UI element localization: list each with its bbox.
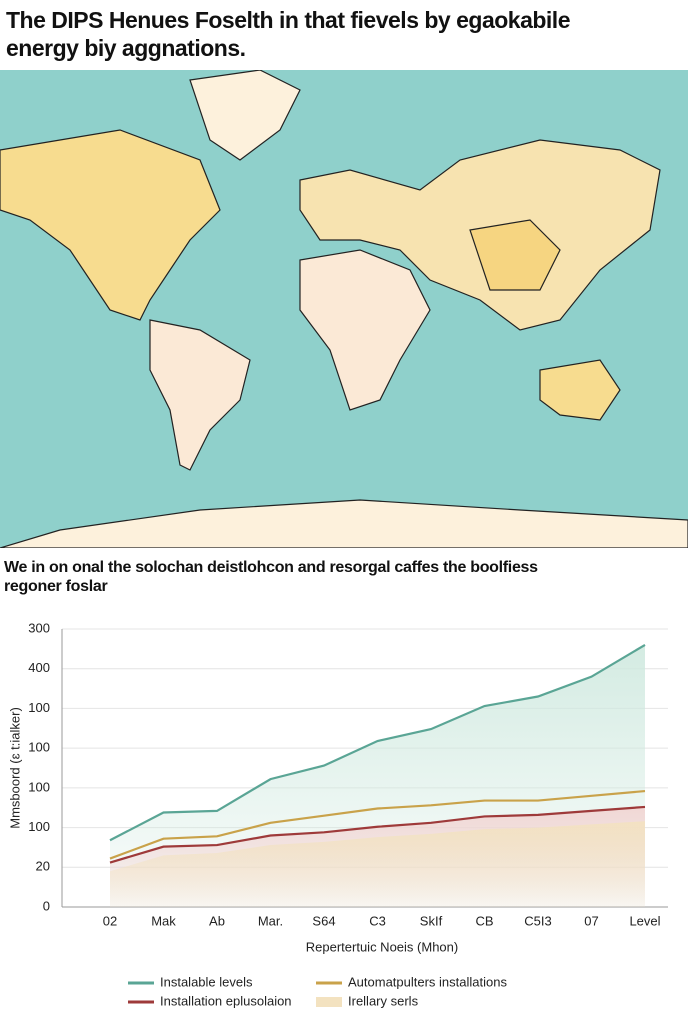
title-line: energy biy aggnations. [6, 35, 246, 61]
greenland [189, 70, 301, 161]
china [469, 219, 561, 291]
page-title: The DIPS Henues Foselth in that fievels … [6, 6, 686, 62]
legend-label: Irellary serls [348, 993, 419, 1008]
y-axis-title: Mmsboord (ɛ t:ialker) [7, 707, 22, 829]
subtitle-line: We in on onal the solochan deistlohcon a… [4, 559, 538, 576]
y-tick-label: 100 [28, 819, 50, 834]
legend-label: Installation eplusolaion [160, 993, 292, 1008]
x-tick-label: SkIf [420, 913, 443, 928]
world-map [0, 70, 688, 548]
chart-subtitle: We in on onal the solochan deistlohcon a… [4, 558, 684, 596]
legend-label: Automatpulters installations [348, 974, 507, 989]
antarctica [0, 499, 688, 548]
y-tick-label: 400 [28, 660, 50, 675]
x-tick-label: C3 [369, 913, 386, 928]
series-area [110, 821, 645, 907]
line-chart: 0 20 100 100 100 100 400 300 02 Mak Ab Mar. S64 C3 SkI… [7, 620, 668, 1008]
legend-swatch [316, 997, 342, 1007]
y-tick-label: 300 [28, 620, 50, 635]
y-tick-label: 0 [43, 898, 50, 913]
series-line [109, 789, 646, 860]
africa [299, 249, 431, 411]
x-tick-label: 02 [103, 913, 117, 928]
y-tick-label: 100 [28, 779, 50, 794]
y-tick-label: 20 [36, 859, 50, 874]
australia [539, 359, 621, 421]
x-tick-label: 07 [584, 913, 598, 928]
x-tick-label: S64 [312, 913, 335, 928]
x-tick-label: C5I3 [524, 913, 551, 928]
legend-label: Instalable levels [160, 974, 253, 989]
north-america [0, 129, 221, 321]
x-tick-label: Mar. [258, 913, 283, 928]
x-axis-title: Repertertuic Noeis (Mhon) [306, 939, 458, 954]
title-line: The DIPS Henues Foselth in that fievels … [6, 7, 571, 33]
x-tick-label: CB [475, 913, 493, 928]
y-tick-label: 100 [28, 700, 50, 715]
series-line [109, 805, 646, 864]
x-tick-label: Ab [209, 913, 225, 928]
subtitle-line: regoner foslar [4, 578, 108, 595]
series-line [109, 643, 646, 842]
x-tick-label: Level [629, 913, 660, 928]
x-tick-label: Mak [151, 913, 176, 928]
continents [0, 70, 688, 548]
y-tick-label: 100 [28, 740, 50, 755]
south-america [149, 319, 251, 471]
